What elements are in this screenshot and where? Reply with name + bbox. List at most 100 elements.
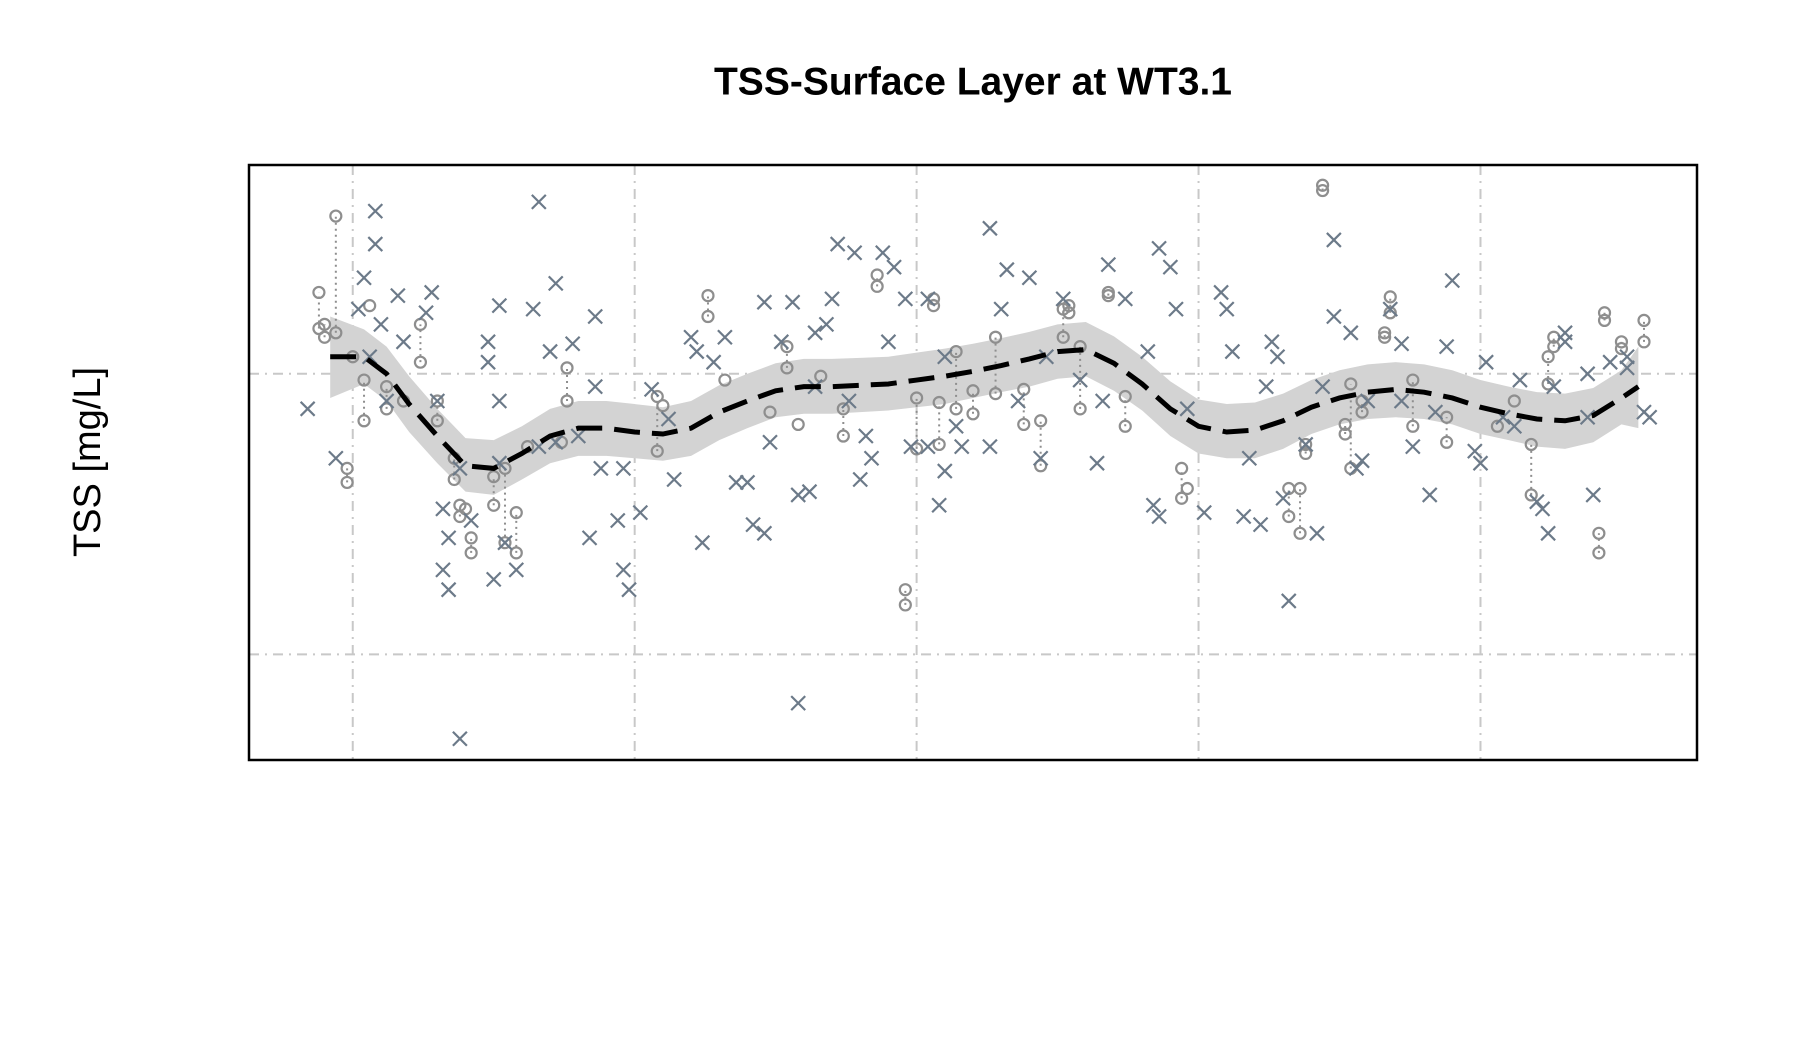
y-axis-label: TSS [mg/L]	[67, 367, 109, 557]
observed-point	[982, 438, 998, 455]
observed-point	[1393, 393, 1410, 409]
uncertain-point	[1034, 459, 1048, 473]
observed-point	[581, 530, 598, 546]
uncertain-point	[836, 429, 850, 443]
observed-point	[666, 471, 682, 488]
uncertain-point	[560, 394, 574, 408]
uncertain-point	[430, 414, 444, 428]
observed-point	[875, 245, 891, 261]
uncertain-point	[1299, 446, 1313, 461]
observed-point	[367, 236, 384, 252]
observed-point	[745, 516, 761, 533]
observed-point	[1213, 284, 1229, 301]
uncertain-point	[763, 405, 777, 419]
observed-point	[1010, 393, 1026, 409]
observed-point	[564, 335, 581, 352]
observed-point	[1145, 497, 1162, 513]
observed-point	[1534, 501, 1551, 517]
observed-point	[435, 562, 451, 578]
observed-point	[1354, 452, 1370, 469]
observed-point	[1546, 378, 1562, 395]
observed-point	[1032, 450, 1049, 467]
observed-point	[395, 334, 412, 350]
observed-point	[423, 284, 440, 301]
uncertain-point	[357, 373, 371, 387]
observed-point	[705, 354, 722, 370]
observed-point	[801, 483, 818, 500]
uncertain-point	[718, 373, 732, 387]
uncertain-point	[1406, 419, 1420, 433]
observed-point	[1100, 256, 1117, 273]
observed-point	[1140, 343, 1156, 360]
observed-point	[818, 316, 835, 333]
uncertain-point	[836, 402, 850, 416]
uncertain-point	[898, 598, 912, 612]
uncertain-point	[329, 326, 343, 340]
uncertain-point	[430, 394, 444, 408]
uncertain-point	[509, 546, 523, 560]
observed-point	[1619, 360, 1635, 376]
observed-point	[1405, 438, 1421, 455]
observed-point	[717, 329, 733, 346]
uncertain-point	[413, 355, 428, 369]
trend-line	[330, 347, 1640, 471]
observed-point	[1585, 487, 1602, 503]
plot-frame	[247, 163, 1699, 762]
observed-point	[1218, 301, 1235, 317]
uncertain-point	[1315, 183, 1330, 198]
observed-point	[1168, 301, 1184, 317]
observed-point	[1326, 308, 1342, 325]
uncertain-point	[1118, 419, 1132, 433]
uncertain-point	[1293, 481, 1307, 496]
observed-point	[948, 418, 964, 435]
uncertain-point	[910, 391, 924, 405]
observed-point	[525, 301, 541, 317]
uncertain-point	[988, 386, 1003, 401]
observed-point	[1427, 404, 1444, 420]
observed-point	[508, 562, 525, 578]
observed-point	[1467, 443, 1483, 459]
observed-point	[480, 334, 496, 350]
uncertain-point	[1344, 377, 1358, 391]
uncertain-point	[357, 414, 371, 428]
uncertain-point	[560, 361, 574, 375]
observed-point	[790, 695, 806, 711]
observed-point	[694, 534, 711, 551]
observed-point	[683, 329, 699, 346]
observed-point	[1421, 487, 1438, 503]
observed-point	[1072, 372, 1088, 388]
uncertain-point	[932, 437, 946, 452]
uncertain-point	[932, 395, 946, 410]
uncertain-point	[1378, 330, 1392, 344]
observed-point	[739, 474, 756, 491]
uncertain-point	[650, 389, 664, 404]
uncertain-point	[966, 384, 980, 398]
uncertain-point	[1180, 481, 1194, 496]
observed-point	[1438, 338, 1455, 355]
observed-point	[632, 504, 649, 521]
observed-point	[688, 343, 705, 360]
observed-point	[937, 348, 953, 365]
uncertain-point	[1118, 389, 1132, 404]
uncertain-point	[1062, 306, 1076, 320]
uncertain-point	[1440, 435, 1454, 449]
observed-point	[1309, 525, 1325, 542]
uncertain-point	[1175, 461, 1189, 475]
observed-point	[807, 325, 823, 341]
observed-point	[1275, 490, 1291, 507]
uncertain-point	[1637, 313, 1651, 327]
observed-point	[418, 305, 434, 321]
uncertain-point	[1406, 373, 1420, 387]
observed-point	[485, 571, 502, 588]
observed-point	[390, 287, 406, 304]
observed-point	[1506, 418, 1523, 435]
observed-point	[920, 291, 936, 307]
uncertain-point	[379, 402, 394, 416]
observed-point	[1641, 409, 1658, 426]
observed-point	[762, 434, 778, 451]
uncertain-point	[1597, 313, 1612, 327]
observed-point	[1343, 325, 1359, 341]
uncertain-point	[988, 330, 1003, 344]
